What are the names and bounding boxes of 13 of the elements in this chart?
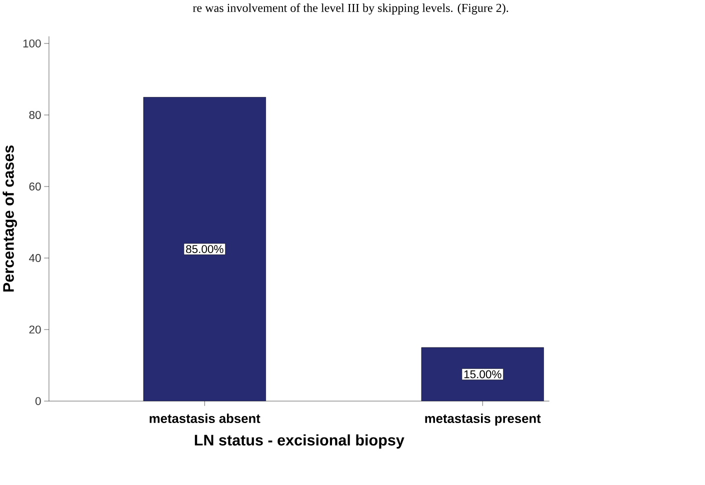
y-tick-label: 40 (29, 254, 41, 262)
x-tick-label: metastasis absent (150, 414, 260, 424)
y-tick-label: 20 (29, 326, 41, 334)
y-axis-title: Percentage of cases (2, 145, 17, 292)
x-tick-label: metastasis present (425, 414, 541, 426)
y-tick-label: 60 (29, 182, 41, 190)
data-label: 15.00% (464, 370, 502, 378)
text: re was involvement of the level III by skipping levels. (Figure 2). (192, 3, 508, 14)
y-tick-label: 100 (23, 39, 41, 48)
y-tick-label: 0 (35, 397, 41, 406)
y-tick-label: 80 (29, 110, 41, 119)
data-label: 85.00% (186, 245, 224, 254)
x-axis-title: LN status - excisional biopsy (194, 434, 404, 449)
